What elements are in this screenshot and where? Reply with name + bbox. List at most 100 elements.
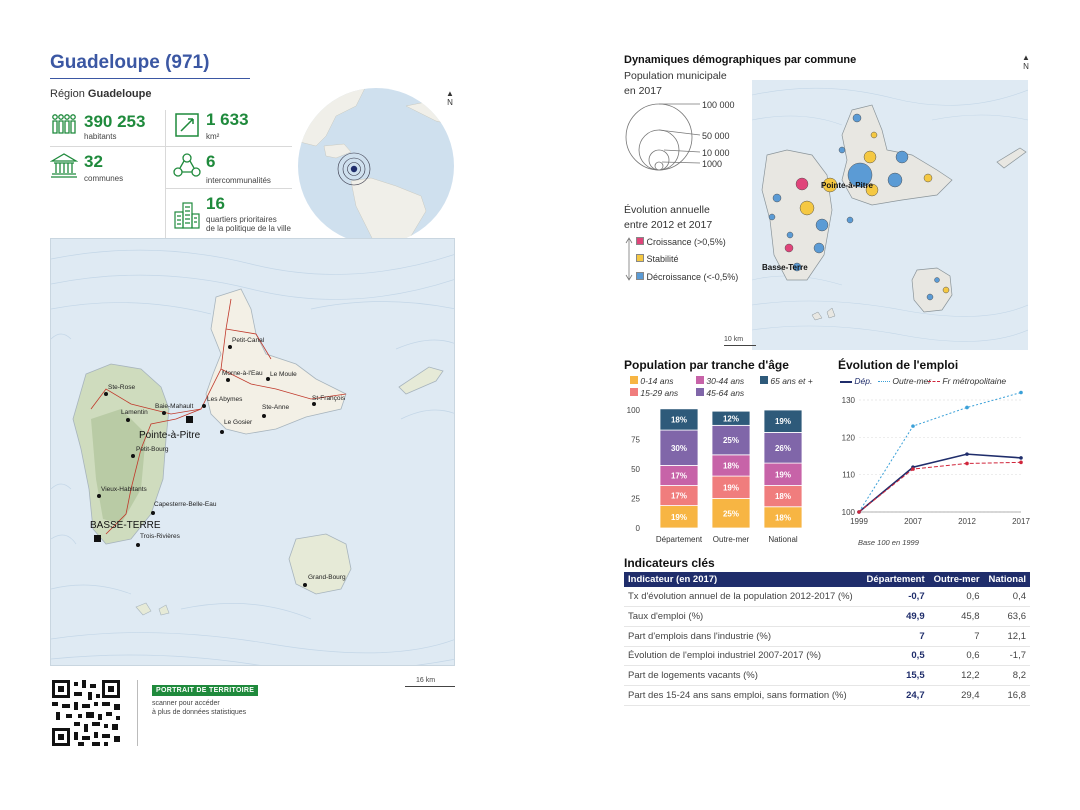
demo-map[interactable]	[752, 80, 1028, 350]
age-bar-segment	[711, 410, 751, 426]
emploi-xtick-label: 2017	[1012, 517, 1030, 526]
emploi-ytick-label: 120	[842, 433, 856, 442]
stat-qpv-label-line2: de la politique de la ville	[206, 224, 291, 233]
emploi-xtick-label: 2007	[904, 517, 922, 526]
emploi-ytick-label: 100	[842, 508, 856, 517]
indicator-nat: 12,1	[983, 626, 1030, 647]
emploi-chart-title: Évolution de l'emploi	[838, 358, 959, 372]
age-ytick-label: 75	[631, 436, 640, 445]
age-bar-data-label: 18%	[671, 415, 687, 424]
place-petit-canal: Petit-Canal	[232, 337, 265, 344]
age-bar-data-label: 17%	[671, 492, 687, 501]
region-line: Région Guadeloupe	[50, 88, 151, 100]
emploi-series-point	[965, 452, 969, 456]
emploi-note: Base 100 en 1999	[858, 538, 919, 547]
emploi-series-line	[858, 453, 1022, 513]
indicator-label: Taux d'emploi (%)	[624, 606, 862, 627]
indicator-dep: 49,9	[861, 606, 929, 627]
map-dot-gosier	[220, 430, 224, 434]
indicator-label: Part des 15-24 ans sans emploi, sans for…	[624, 685, 862, 706]
age-legend-0-14: 0-14 ans	[630, 376, 673, 386]
indicator-nat: -1,7	[983, 646, 1030, 667]
age-bar-segment	[659, 429, 699, 466]
circle-legend-100000: 100 000	[702, 100, 735, 110]
demo-scale-bar	[724, 345, 756, 346]
age-ytick-label: 50	[631, 465, 640, 474]
map-dot-capesterre	[151, 511, 155, 515]
place-pointe-a-pitre: Pointe-à-Pitre	[139, 430, 201, 441]
map-marker-pointe-a-pitre	[186, 416, 193, 423]
map-dot-abymes	[202, 404, 206, 408]
swatch-croissance	[636, 237, 644, 245]
age-bar-segment	[659, 408, 699, 431]
indicators-header-label: Indicateur (en 2017)	[624, 572, 862, 587]
main-map-scale-bar	[405, 686, 455, 687]
place-morne-a-leau: Morne-à-l'Eau	[222, 370, 263, 377]
evo-item-stabilite: Stabilité	[636, 254, 679, 264]
emploi-series-line	[858, 461, 1022, 513]
place-capesterre: Capesterre-Belle-Eau	[154, 501, 217, 508]
map-dot-st-francois	[312, 402, 316, 406]
map-dot-baie-mahault	[162, 411, 166, 415]
indicator-dep: 24,7	[861, 685, 929, 706]
qr-code-icon[interactable]	[52, 680, 120, 746]
indicators-header-dep: Département	[861, 572, 929, 587]
circle-legend-10000: 10 000	[702, 148, 730, 158]
area-icon	[175, 113, 199, 137]
emploi-series-point	[911, 424, 915, 428]
evo-title: Évolution annuelle	[624, 204, 710, 216]
stat-area-label: km²	[206, 132, 220, 141]
stat-qpv-label: quartiers prioritaires de la politique d…	[206, 215, 291, 233]
portrait-subtext-line2: à plus de données statistiques	[152, 709, 247, 716]
map-dot-petit-canal	[228, 345, 232, 349]
emploi-series-point	[1019, 456, 1023, 460]
age-category-label: National	[768, 535, 798, 544]
stat-habitants-value: 390 253	[84, 112, 146, 131]
table-row: Évolution de l'emploi industriel 2007-20…	[624, 646, 1030, 667]
age-category-label: Outre-mer	[713, 535, 750, 544]
age-bar-data-label: 19%	[671, 513, 687, 522]
age-chart-title: Population par tranche d'âge	[624, 358, 789, 372]
indicator-dep: 15,5	[861, 665, 929, 686]
age-bar-data-label: 25%	[723, 509, 739, 518]
indicator-label: Part de logements vacants (%)	[624, 665, 862, 686]
indicator-om: 0,6	[928, 646, 984, 667]
age-bar-segment	[763, 409, 803, 433]
evo-item-decroissance: Décroissance (<-0,5%)	[636, 272, 738, 282]
emploi-legend-om: Outre-mer	[878, 376, 931, 386]
map-dot-lamentin	[126, 418, 130, 422]
indicator-dep: 7	[861, 626, 929, 647]
age-bar-data-label: 12%	[723, 414, 739, 423]
age-ytick-label: 25	[631, 495, 640, 504]
indicator-om: 0,6	[928, 587, 984, 608]
emploi-series-point	[1019, 460, 1023, 465]
indicator-label: Part d'emplois dans l'industrie (%)	[624, 626, 862, 647]
portrait-subtext: scanner pour accéder à plus de données s…	[152, 699, 246, 717]
main-map-scale-label: 16 km	[416, 677, 436, 684]
title-underline	[50, 78, 250, 79]
emploi-legend-fm: Fr métropolitaine	[928, 376, 1006, 386]
age-bar-data-label: 19%	[775, 417, 791, 426]
emploi-xtick-label: 1999	[850, 517, 868, 526]
portrait-subtext-line1: scanner pour accéder	[152, 700, 220, 707]
age-category-label: Département	[656, 535, 703, 544]
indicator-nat: 16,8	[983, 685, 1030, 706]
demo-label-pointe-a-pitre: Pointe-à-Pitre	[821, 181, 874, 190]
age-bar-data-label: 17%	[671, 471, 687, 480]
indicators-body: Tx d'évolution annuel de la population 2…	[624, 587, 1030, 706]
emploi-series-point	[911, 467, 915, 471]
map-dot-petit-bourg	[131, 454, 135, 458]
indicators-header-om: Outre-mer	[928, 572, 984, 587]
place-st-francois: St-François	[312, 395, 346, 402]
age-bar-data-label: 19%	[723, 483, 739, 492]
indicator-om: 7	[928, 626, 984, 647]
indicator-label: Évolution de l'emploi industriel 2007-20…	[624, 646, 862, 667]
stat-intercom-value: 6	[206, 152, 216, 171]
main-map[interactable]	[50, 238, 455, 666]
north-arrow-left: ▲ N	[446, 89, 454, 107]
emploi-series-point	[1019, 390, 1023, 395]
stat-qpv-label-line1: quartiers prioritaires	[206, 215, 277, 224]
indicator-om: 29,4	[928, 685, 984, 706]
region-prefix: Région	[50, 88, 85, 100]
age-legend-30-44: 30-44 ans	[696, 376, 744, 386]
